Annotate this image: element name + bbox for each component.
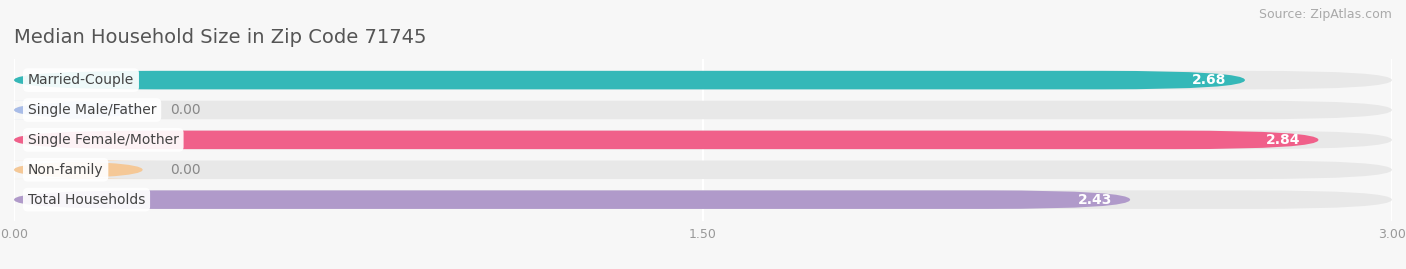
FancyBboxPatch shape xyxy=(14,131,1319,149)
Text: Total Households: Total Households xyxy=(28,193,145,207)
FancyBboxPatch shape xyxy=(14,131,1392,149)
FancyBboxPatch shape xyxy=(14,71,1392,89)
Text: Median Household Size in Zip Code 71745: Median Household Size in Zip Code 71745 xyxy=(14,27,426,47)
Text: 0.00: 0.00 xyxy=(170,103,201,117)
FancyBboxPatch shape xyxy=(0,161,156,179)
Text: 2.68: 2.68 xyxy=(1192,73,1226,87)
Text: 2.84: 2.84 xyxy=(1265,133,1301,147)
FancyBboxPatch shape xyxy=(14,190,1392,209)
FancyBboxPatch shape xyxy=(14,101,1392,119)
Text: 0.00: 0.00 xyxy=(170,163,201,177)
FancyBboxPatch shape xyxy=(14,190,1130,209)
FancyBboxPatch shape xyxy=(14,71,1244,89)
Text: Non-family: Non-family xyxy=(28,163,104,177)
Text: Single Female/Mother: Single Female/Mother xyxy=(28,133,179,147)
FancyBboxPatch shape xyxy=(14,161,1392,179)
Text: Single Male/Father: Single Male/Father xyxy=(28,103,156,117)
Text: Married-Couple: Married-Couple xyxy=(28,73,134,87)
Text: 2.43: 2.43 xyxy=(1077,193,1112,207)
Text: Source: ZipAtlas.com: Source: ZipAtlas.com xyxy=(1258,8,1392,21)
FancyBboxPatch shape xyxy=(0,101,156,119)
